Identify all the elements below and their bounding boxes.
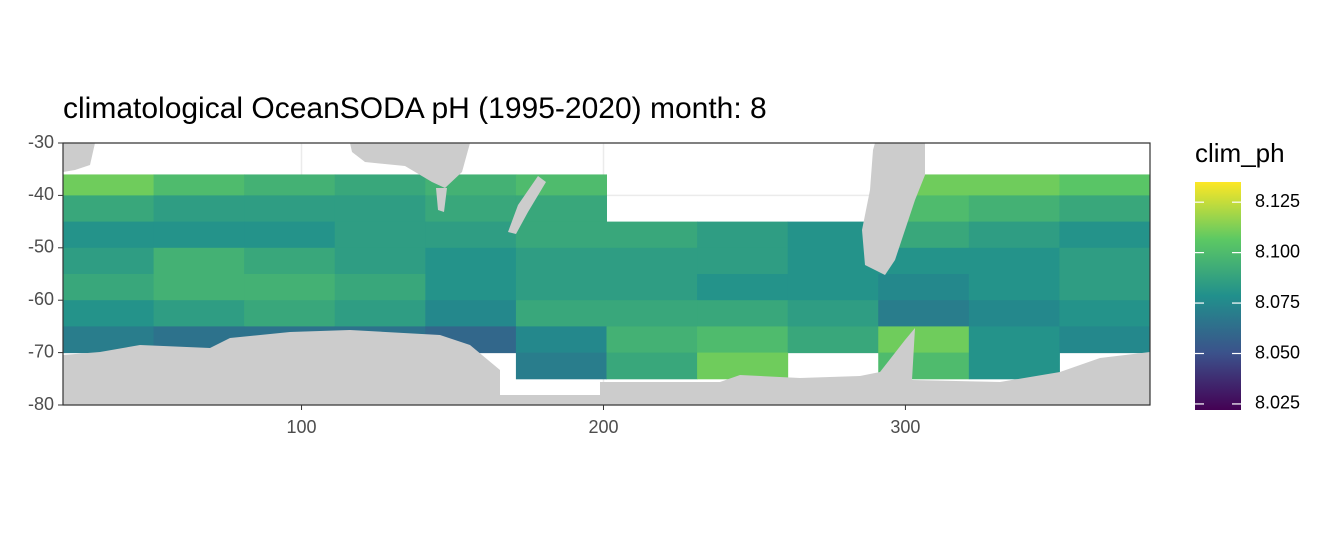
y-tick-label: -40 — [28, 184, 54, 204]
raster-cell — [244, 274, 336, 301]
panel-border — [62, 142, 1151, 406]
raster-cell — [968, 221, 1060, 249]
raster-cell — [697, 274, 789, 301]
raster-cell — [606, 247, 698, 275]
raster-cell — [515, 352, 607, 380]
raster-cell — [606, 300, 698, 327]
south-america — [862, 143, 925, 275]
legend-label: 8.100 — [1255, 241, 1300, 261]
raster-cell — [334, 195, 426, 223]
raster-cell — [1059, 195, 1151, 223]
raster-cell — [425, 247, 517, 275]
raster-cell — [606, 326, 698, 354]
raster-cell — [606, 352, 698, 380]
raster-cell — [425, 221, 517, 249]
raster-cell — [63, 221, 155, 249]
y-tick-label: -30 — [28, 132, 54, 152]
raster-cell — [968, 326, 1060, 354]
x-tick-label: 200 — [588, 417, 618, 437]
raster-cell — [968, 174, 1060, 196]
raster-cell — [334, 221, 426, 249]
raster-cell — [334, 274, 426, 301]
raster-cell — [244, 247, 336, 275]
raster-cell — [515, 300, 607, 327]
legend-label: 8.050 — [1255, 342, 1300, 362]
raster-cell — [968, 300, 1060, 327]
raster-cell — [968, 247, 1060, 275]
raster-cell — [63, 300, 155, 327]
legend-label: 8.075 — [1255, 292, 1300, 312]
raster-cell — [1059, 174, 1151, 196]
raster-cell — [153, 274, 245, 301]
raster-cell — [515, 274, 607, 301]
raster-cell — [968, 274, 1060, 301]
raster-cell — [878, 300, 970, 327]
raster-cell — [787, 274, 879, 301]
raster-cell — [787, 326, 879, 354]
raster-cell — [606, 221, 698, 249]
raster-cell — [697, 352, 789, 380]
antarctica — [63, 328, 1150, 405]
raster-cell — [787, 300, 879, 327]
x-tick-label: 300 — [890, 417, 920, 437]
raster-cell — [244, 195, 336, 223]
raster-cell — [1059, 221, 1151, 249]
raster-cell — [606, 274, 698, 301]
raster-cell — [244, 174, 336, 196]
raster-cell — [425, 300, 517, 327]
y-tick-label: -70 — [28, 341, 54, 361]
raster-cell — [63, 247, 155, 275]
y-tick-label: -60 — [28, 289, 54, 309]
raster-cell — [153, 195, 245, 223]
raster-cell — [153, 300, 245, 327]
raster-cell — [1059, 300, 1151, 327]
raster-cell — [153, 247, 245, 275]
raster-cell — [1059, 247, 1151, 275]
raster-cell — [334, 247, 426, 275]
raster-cell — [787, 247, 879, 275]
tasmania — [436, 188, 447, 212]
raster-cell — [153, 221, 245, 249]
raster-cell — [63, 274, 155, 301]
legend-title: clim_ph — [1195, 138, 1285, 168]
raster-cell — [334, 174, 426, 196]
raster-cell — [515, 221, 607, 249]
raster-cell — [878, 326, 970, 354]
australia — [350, 143, 470, 188]
legend-label: 8.125 — [1255, 191, 1300, 211]
raster-cell — [425, 274, 517, 301]
colorbar — [1195, 182, 1241, 410]
raster-cell — [878, 274, 970, 301]
raster-cell — [515, 326, 607, 354]
raster-cell — [63, 174, 155, 196]
raster-cell — [244, 221, 336, 249]
raster-cell — [1059, 274, 1151, 301]
land — [63, 143, 1150, 405]
raster-cell — [334, 300, 426, 327]
raster-cell — [697, 221, 789, 249]
chart-title: climatological OceanSODA pH (1995-2020) … — [63, 92, 767, 125]
raster-cell — [153, 174, 245, 196]
raster-cell — [244, 300, 336, 327]
y-tick-label: -80 — [28, 394, 54, 414]
y-tick-label: -50 — [28, 237, 54, 257]
raster-cell — [1059, 326, 1151, 354]
legend-label: 8.025 — [1255, 393, 1300, 413]
new-zealand — [508, 176, 546, 234]
raster-cell — [968, 195, 1060, 223]
raster-cell — [63, 195, 155, 223]
raster-cell — [515, 247, 607, 275]
raster-cell — [697, 326, 789, 354]
x-tick-label: 100 — [287, 417, 317, 437]
africa — [63, 143, 95, 172]
raster-cell — [697, 247, 789, 275]
raster-cell — [697, 300, 789, 327]
